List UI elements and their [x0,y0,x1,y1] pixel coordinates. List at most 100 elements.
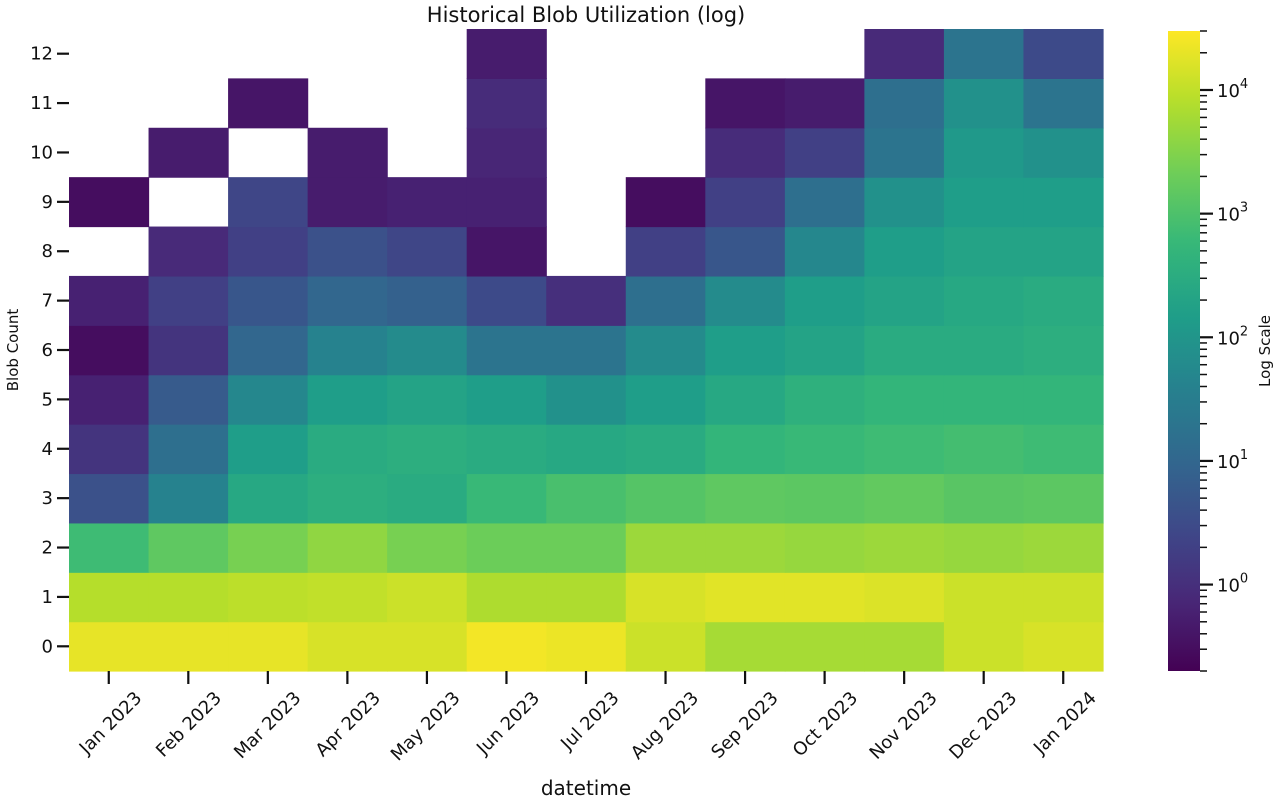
heatmap-cell [864,424,945,475]
heatmap-cell [943,374,1025,425]
heatmap-cell [546,275,627,326]
y-tick-label: 10 [30,142,53,163]
heatmap-cell [466,78,547,129]
heatmap-cell [148,473,229,524]
heatmap-cell [69,177,150,228]
heatmap-cell [1023,78,1104,129]
heatmap-cell [466,127,547,178]
heatmap-cell [1023,177,1104,228]
heatmap-cell [1023,275,1104,326]
heatmap-cell [148,374,229,425]
heatmap-cell [466,177,547,228]
heatmap-cell [228,572,309,623]
heatmap-cell [307,275,388,326]
x-tick-label: Jan 2024 [1029,688,1101,760]
colorbar-tick-label: 103 [1217,201,1248,226]
y-tick-label: 8 [42,241,53,262]
heatmap-cell [784,424,865,475]
heatmap-cell [546,374,627,425]
colorbar-tick-label: 104 [1217,77,1248,102]
heatmap-cell [307,621,388,672]
heatmap-cell [387,374,468,425]
heatmap-cell [466,473,547,524]
heatmap-cell [1023,29,1104,79]
heatmap-cell [943,127,1025,178]
heatmap-cell [784,325,865,376]
heatmap-cell [228,473,309,524]
heatmap-cell [466,275,547,326]
y-tick-label: 4 [42,439,53,460]
heatmap-cell [466,621,547,672]
heatmap-cell [705,275,786,326]
heatmap-cells [69,29,1104,672]
x-tick-label: Feb 2023 [152,688,226,762]
heatmap-cell [784,473,865,524]
heatmap-cell [148,226,229,277]
heatmap-cell [387,522,468,573]
heatmap-cell [943,226,1025,277]
heatmap-cell [307,473,388,524]
heatmap-cell [864,522,945,573]
x-tick-label: Aug 2023 [627,688,703,764]
heatmap-cell [69,424,150,475]
y-tick-label: 3 [42,488,53,509]
heatmap-cell [784,522,865,573]
heatmap-cell [705,572,786,623]
colorbar-tick-label: 100 [1217,572,1248,597]
heatmap-cell [69,473,150,524]
heatmap-cell [387,325,468,376]
y-tick-label: 0 [42,636,53,657]
heatmap-cell [307,226,388,277]
heatmap-cell [864,127,945,178]
y-tick-label: 9 [42,192,53,213]
heatmap-cell [148,275,229,326]
heatmap-cell [705,78,786,129]
heatmap-cell [387,275,468,326]
heatmap-cell [625,522,706,573]
heatmap-cell [69,275,150,326]
heatmap-cell [1023,374,1104,425]
heatmap-cell [864,374,945,425]
heatmap-cell [466,29,547,79]
heatmap-cell [69,522,150,573]
heatmap-cell [466,522,547,573]
colorbar [1168,31,1200,671]
heatmap-cell [625,325,706,376]
heatmap-cell [228,226,309,277]
heatmap-cell [1023,572,1104,623]
y-tick-label: 5 [42,389,53,410]
heatmap-cell [546,522,627,573]
heatmap-cell [943,522,1025,573]
x-axis: Jan 2023 Feb 2023 Mar 2023 Apr 2023 May 2023… [75,671,1101,765]
heatmap-cell [148,325,229,376]
heatmap-cell [228,374,309,425]
heatmap-cell [307,522,388,573]
y-tick-label: 2 [42,538,53,559]
heatmap-cell [466,374,547,425]
y-tick-label: 6 [42,340,53,361]
heatmap-cell [387,621,468,672]
heatmap-cell [943,621,1025,672]
heatmap-cell [625,374,706,425]
heatmap-cell [943,29,1025,79]
heatmap-cell [1023,473,1104,524]
colorbar-tick-label: 102 [1217,324,1248,349]
heatmap-cell [148,424,229,475]
heatmap-cell [784,177,865,228]
heatmap-cell [228,275,309,326]
heatmap-cell [943,177,1025,228]
heatmap-cell [864,275,945,326]
heatmap-cell [625,177,706,228]
heatmap-cell [148,572,229,623]
heatmap-cell [228,325,309,376]
heatmap-cell [228,78,309,129]
heatmap-cell [864,78,945,129]
x-tick-label: Jun 2023 [472,688,544,760]
y-tick-label: 12 [30,44,53,65]
heatmap-cell [546,572,627,623]
heatmap-cell [625,226,706,277]
heatmap-cell [148,621,229,672]
x-tick-label: Sep 2023 [707,688,782,763]
heatmap-cell [1023,621,1104,672]
